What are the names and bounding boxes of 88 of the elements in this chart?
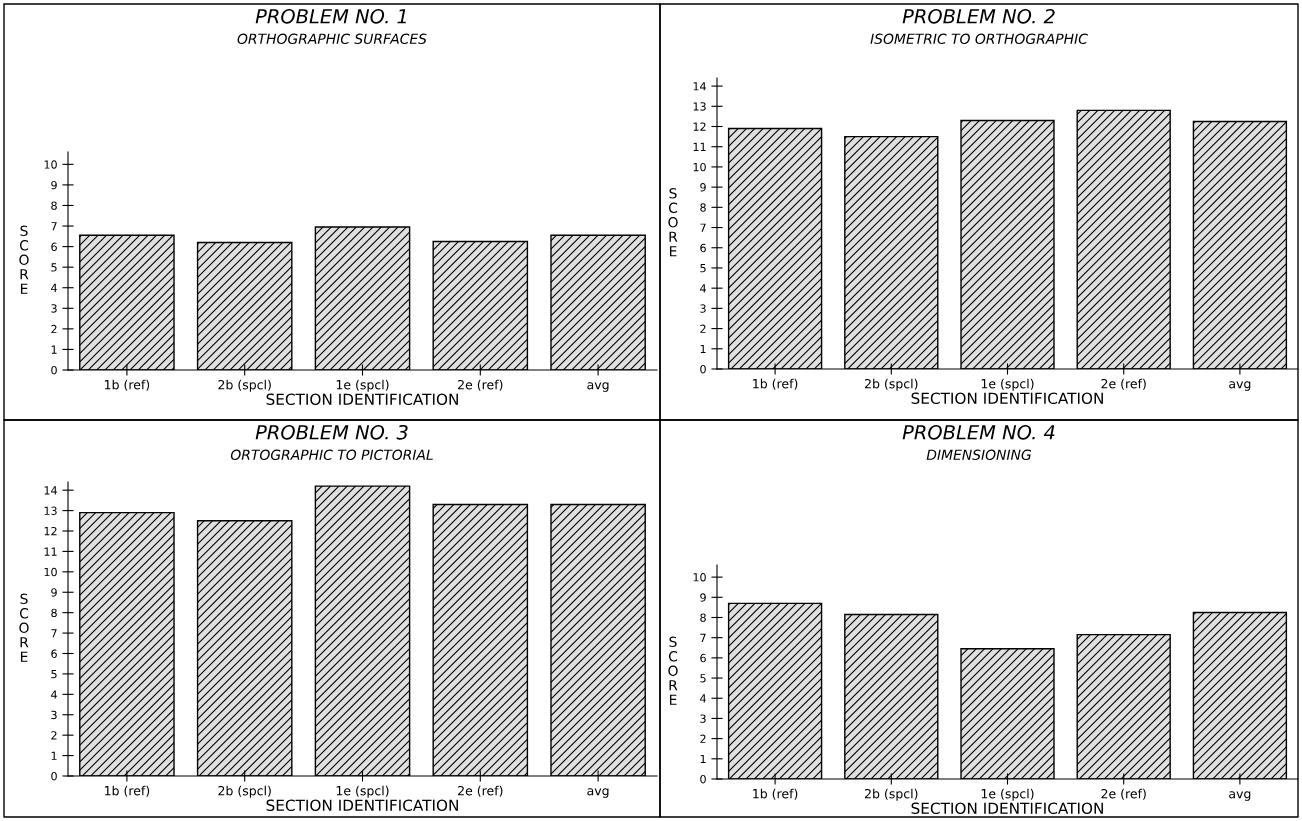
x-tick-label: 1e (spcl) [336, 379, 389, 392]
y-tick-label: 5 [700, 264, 706, 273]
x-tick-label: 2e (ref) [458, 379, 503, 391]
y-tick-label: 1 [51, 751, 57, 760]
y-tick-label: 2 [700, 324, 706, 333]
y-tick-label: 12 [44, 526, 57, 536]
y-tick-label: 14 [693, 82, 706, 91]
chart-subtitle: ORTOGRAPHIC TO PICTORIAL [230, 449, 433, 461]
y-tick-label: 10 [693, 162, 706, 172]
y-tick-label: 7 [51, 629, 57, 638]
y-tick-label: 6 [700, 653, 706, 663]
y-axis-title: SCORE [19, 593, 29, 662]
y-tick-label: 13 [44, 506, 57, 515]
x-axis-title: SECTION IDENTIFICATION [911, 802, 1103, 815]
x-tick-label: 2e (ref) [1101, 788, 1146, 800]
y-tick-label: 2 [51, 731, 57, 740]
x-tick-label: 1b (ref) [753, 788, 798, 800]
y-tick-label: 2 [700, 734, 706, 743]
chart-title: PROBLEM NO. 4 [902, 424, 1055, 440]
y-tick-label: 4 [51, 283, 57, 292]
x-tick-label: avg [587, 382, 609, 392]
chart-title: PROBLEM NO. 1 [255, 8, 406, 24]
chart-title: PROBLEM NO. 2 [902, 8, 1055, 24]
x-tick-label: 1b (ref) [753, 378, 798, 390]
y-tick-label: 11 [44, 547, 57, 556]
x-tick-label: 1b (ref) [104, 785, 150, 797]
chart-subtitle: ISOMETRIC TO ORTHOGRAPHIC [870, 33, 1088, 45]
x-tick-label: 2e (ref) [458, 785, 503, 797]
y-tick-label: 8 [700, 203, 706, 212]
x-tick-label: 2b (spcl) [865, 378, 918, 391]
x-tick-label: avg [587, 788, 609, 798]
y-tick-label: 9 [700, 593, 706, 602]
chart-subtitle: ORTHOGRAPHIC SURFACES [237, 33, 427, 45]
y-tick-label: 7 [700, 633, 706, 642]
y-tick-label: 4 [700, 284, 706, 293]
y-tick-label: 5 [51, 263, 57, 272]
y-tick-label: 9 [51, 588, 57, 597]
y-tick-label: 5 [700, 674, 706, 683]
y-tick-label: 10 [693, 573, 706, 582]
x-tick-label: 1e (spcl) [336, 785, 389, 798]
x-tick-label: 2b (spcl) [865, 788, 918, 801]
y-tick-label: 0 [51, 771, 57, 781]
x-tick-label: 2e (ref) [1101, 378, 1146, 390]
y-tick-label: 0 [700, 364, 706, 374]
y-axis-title: SCORE [668, 188, 678, 257]
y-tick-label: 3 [51, 710, 57, 720]
y-tick-label: 6 [51, 242, 57, 251]
y-tick-label: 0 [700, 774, 706, 784]
y-tick-label: 8 [700, 613, 706, 622]
x-tick-label: avg [1229, 381, 1251, 391]
y-tick-label: 5 [51, 670, 57, 679]
chart-title: PROBLEM NO. 3 [255, 424, 408, 440]
y-tick-label: 1 [700, 344, 706, 354]
y-tick-label: 4 [51, 690, 57, 699]
y-tick-label: 1 [51, 345, 57, 354]
y-tick-label: 1 [700, 754, 706, 764]
y-tick-label: 10 [44, 160, 57, 169]
y-tick-label: 9 [51, 180, 57, 190]
y-tick-label: 3 [700, 304, 706, 313]
y-tick-label: 9 [700, 183, 706, 192]
y-tick-label: 8 [51, 201, 57, 210]
y-tick-label: 7 [700, 223, 706, 232]
y-tick-label: 6 [700, 243, 706, 253]
x-tick-label: 1b (ref) [104, 379, 150, 391]
x-tick-label: avg [1229, 791, 1251, 801]
y-axis-title: SCORE [19, 225, 29, 294]
x-axis-title: SECTION IDENTIFICATION [911, 392, 1103, 405]
x-tick-label: 1e (spcl) [981, 788, 1034, 801]
y-tick-label: 3 [700, 714, 706, 723]
y-axis-title: SCORE [668, 636, 678, 705]
y-tick-label: 7 [51, 222, 57, 231]
y-tick-label: 3 [51, 304, 57, 313]
y-tick-label: 0 [51, 365, 57, 375]
x-axis-title: SECTION IDENTIFICATION [266, 799, 458, 812]
y-tick-label: 4 [700, 694, 706, 703]
x-tick-label: 2b (spcl) [218, 785, 271, 798]
y-tick-label: 14 [44, 486, 57, 495]
x-axis-title: SECTION IDENTIFICATION [266, 393, 458, 406]
y-tick-label: 6 [51, 649, 57, 658]
chart-subtitle: DIMENSIONING [926, 449, 1032, 461]
x-tick-label: 2b (spcl) [218, 379, 271, 392]
y-tick-label: 2 [51, 324, 57, 334]
y-tick-label: 12 [693, 122, 706, 131]
y-tick-label: 8 [51, 608, 57, 618]
y-tick-label: 10 [44, 567, 57, 577]
x-tick-label: 1e (spcl) [981, 378, 1034, 391]
y-tick-label: 11 [693, 142, 706, 151]
y-tick-label: 13 [693, 102, 706, 111]
